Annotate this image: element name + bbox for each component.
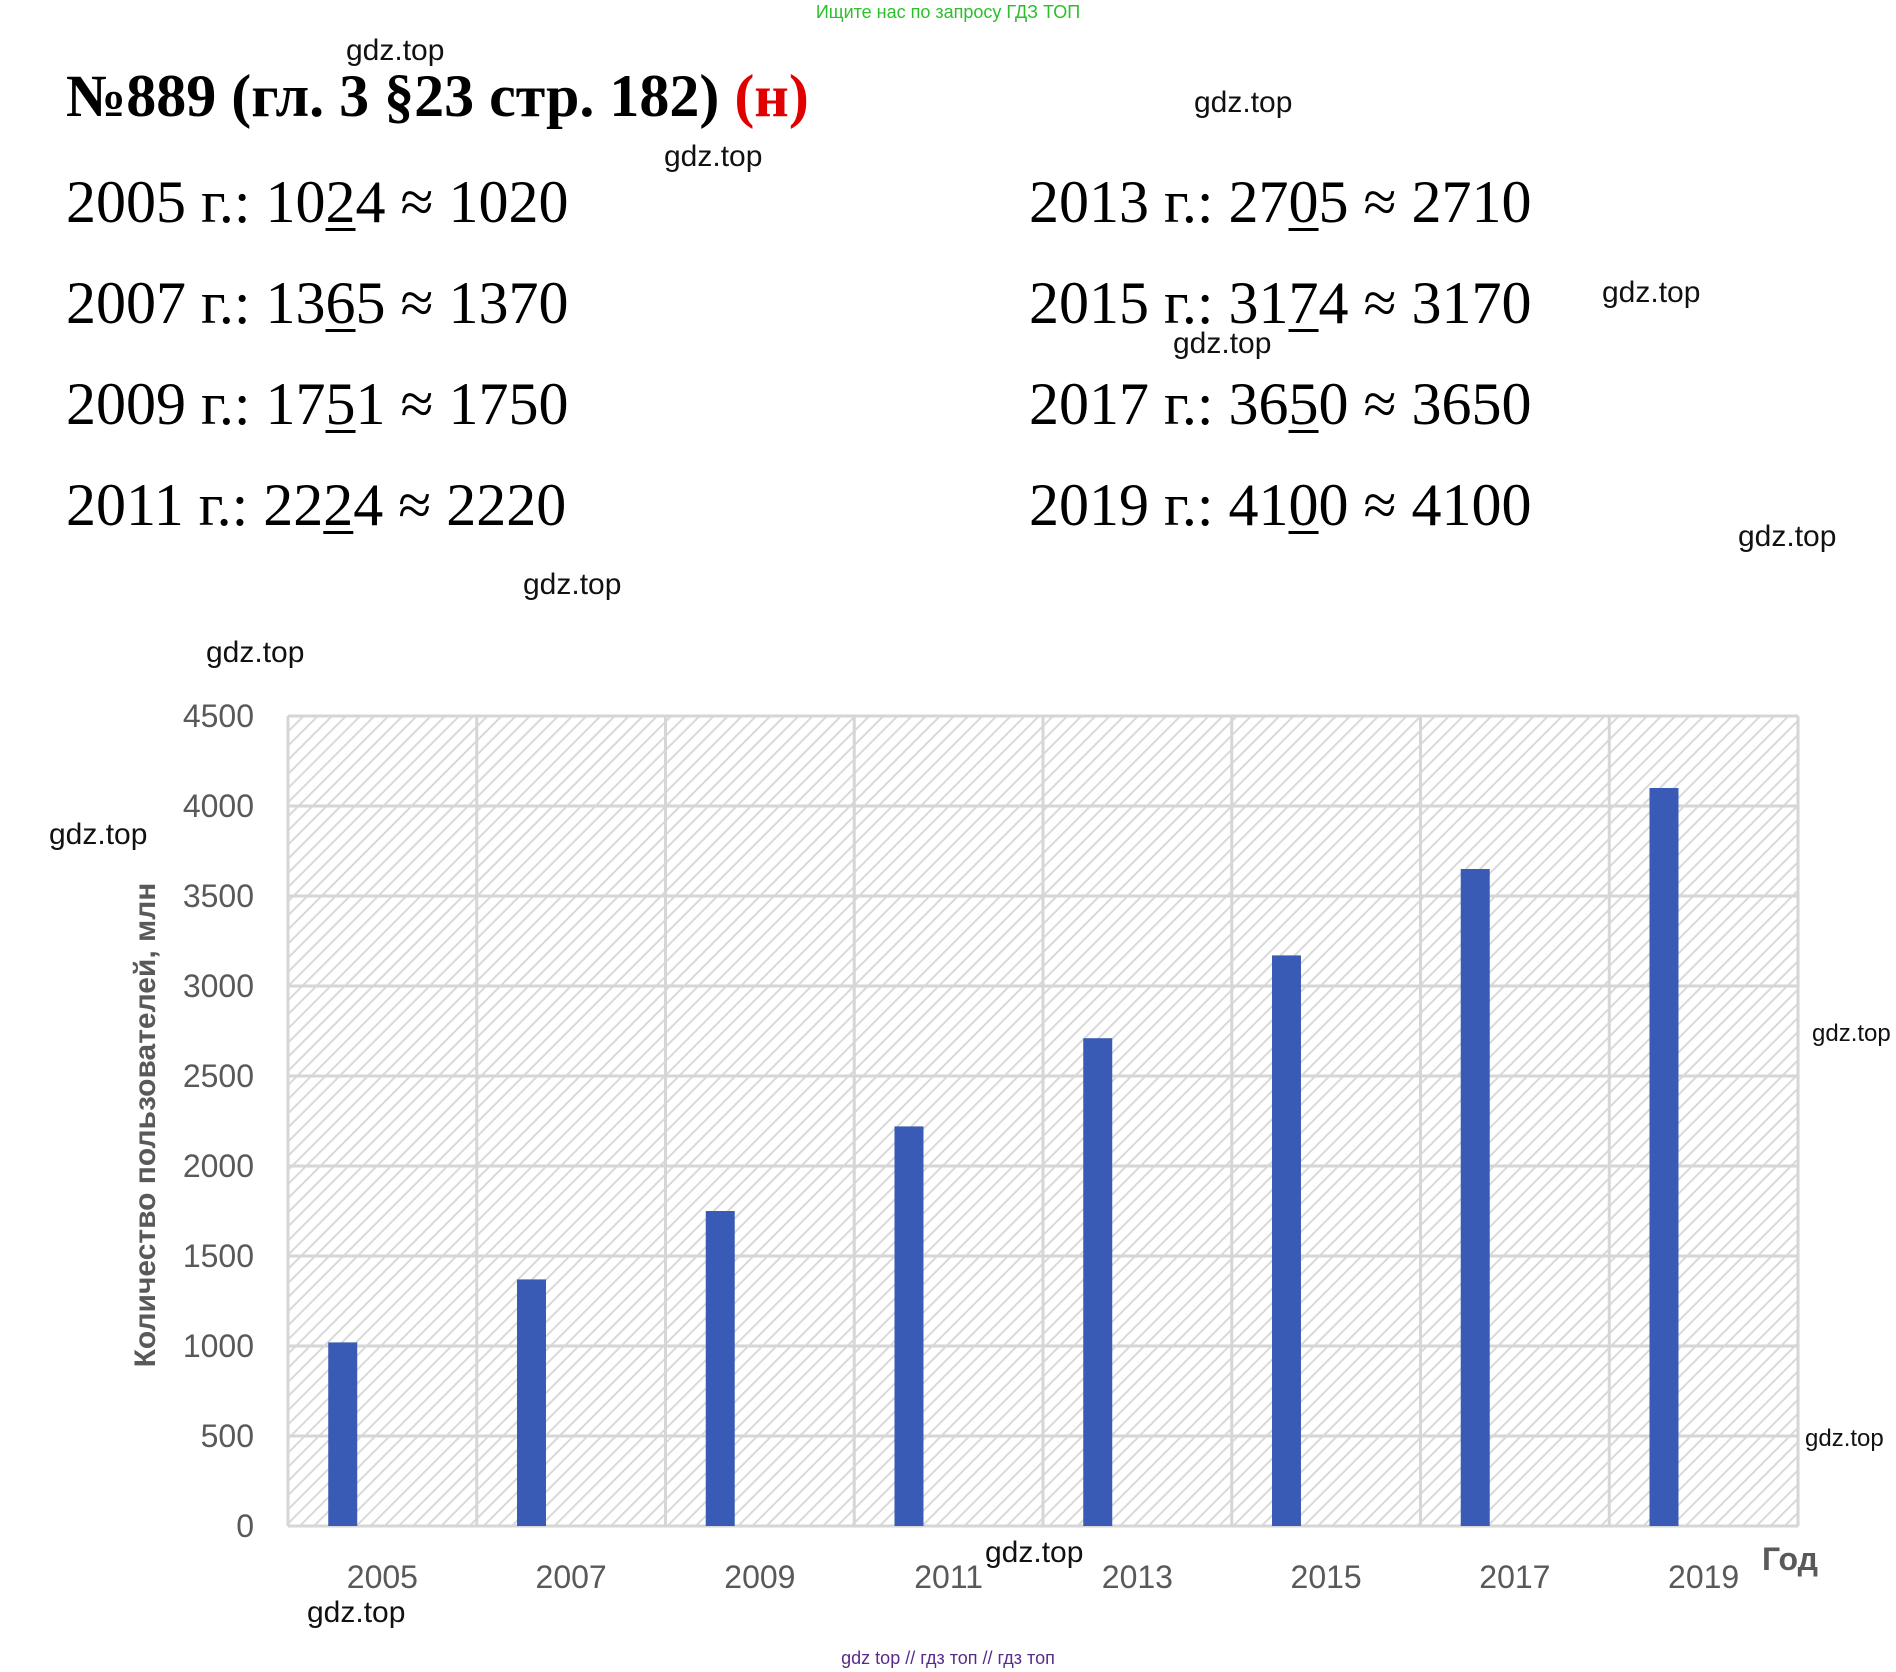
answer-post: 0 <box>1318 472 1349 538</box>
bottom-banner: gdz top // гдз топ // гдз топ <box>841 1648 1055 1668</box>
watermark: gdz.top <box>1805 1425 1884 1452</box>
y-tick-label: 500 <box>201 1418 254 1454</box>
watermark: gdz.top <box>1812 1020 1891 1047</box>
answer-year: 2017 г.: <box>1029 371 1229 437</box>
answer-approx: ≈ 1750 <box>385 371 569 437</box>
answer-row: 2013 г.: 2705 ≈ 2710 <box>1029 168 1531 237</box>
answer-row: 2009 г.: 1751 ≈ 1750 <box>66 370 568 439</box>
answer-digit: 0 <box>1288 169 1319 235</box>
watermark: gdz.top <box>307 1596 406 1629</box>
answer-post: 4 <box>353 472 384 538</box>
title-main: №889 (гл. 3 §23 стр. 182) <box>66 63 720 129</box>
y-tick-label: 0 <box>236 1508 254 1544</box>
answer-post: 4 <box>355 169 386 235</box>
answer-row: 2015 г.: 3174 ≈ 3170 <box>1029 269 1531 338</box>
bar-2009 <box>705 1211 735 1526</box>
answer-approx: ≈ 3650 <box>1348 371 1532 437</box>
page-title: №889 (гл. 3 §23 стр. 182) (н) <box>66 62 809 131</box>
answer-pre: 10 <box>265 169 326 235</box>
answer-approx: ≈ 4100 <box>1348 472 1532 538</box>
answer-pre: 31 <box>1228 270 1289 336</box>
answer-digit: 0 <box>1288 472 1319 538</box>
top-banner: Ищите нас по запросу ГДЗ ТОП <box>815 2 1081 22</box>
bar-2017 <box>1460 869 1490 1526</box>
answer-approx: ≈ 1020 <box>385 169 569 235</box>
y-tick-label: 3000 <box>183 968 254 1004</box>
answer-digit: 2 <box>325 169 356 235</box>
y-tick-label: 3500 <box>183 878 254 914</box>
answer-post: 5 <box>355 270 386 336</box>
watermark: gdz.top <box>985 1536 1084 1569</box>
answer-year: 2007 г.: <box>66 270 266 336</box>
bar-2005 <box>328 1342 358 1526</box>
watermark: gdz.top <box>1602 276 1701 309</box>
title-mark: (н) <box>734 63 809 129</box>
x-axis-label: Год <box>1762 1541 1818 1577</box>
bar-2013 <box>1083 1038 1113 1526</box>
answer-year: 2011 г.: <box>66 472 264 538</box>
answer-pre: 41 <box>1228 472 1289 538</box>
y-tick-label: 1500 <box>183 1238 254 1274</box>
answer-pre: 13 <box>265 270 326 336</box>
watermark: gdz.top <box>1173 327 1272 360</box>
answer-approx: ≈ 1370 <box>385 270 569 336</box>
answer-approx: ≈ 2220 <box>383 472 567 538</box>
watermark: gdz.top <box>206 636 305 669</box>
answer-pre: 27 <box>1228 169 1289 235</box>
y-tick-label: 2000 <box>183 1148 254 1184</box>
answer-digit: 5 <box>325 371 356 437</box>
y-axis-label: Количество пользователей, млн <box>129 883 162 1368</box>
answer-post: 4 <box>1318 270 1349 336</box>
answer-row: 2005 г.: 1024 ≈ 1020 <box>66 168 568 237</box>
answer-year: 2009 г.: <box>66 371 266 437</box>
x-tick-label: 2009 <box>724 1559 795 1595</box>
answer-post: 5 <box>1318 169 1349 235</box>
x-tick-label: 2011 <box>914 1559 983 1595</box>
bar-2015 <box>1271 955 1301 1526</box>
bar-2019 <box>1649 788 1679 1526</box>
answer-pre: 22 <box>263 472 324 538</box>
answer-digit: 2 <box>323 472 354 538</box>
y-tick-label: 2500 <box>183 1058 254 1094</box>
x-tick-label: 2017 <box>1479 1559 1550 1595</box>
bar-2007 <box>516 1279 546 1526</box>
answer-approx: ≈ 3170 <box>1348 270 1532 336</box>
answer-year: 2019 г.: <box>1029 472 1229 538</box>
watermark: gdz.top <box>1194 86 1293 119</box>
x-tick-label: 2015 <box>1291 1559 1362 1595</box>
x-tick-label: 2005 <box>347 1559 418 1595</box>
answer-pre: 17 <box>265 371 326 437</box>
answer-year: 2005 г.: <box>66 169 266 235</box>
watermark: gdz.top <box>346 34 445 67</box>
answer-post: 0 <box>1318 371 1349 437</box>
y-tick-label: 4500 <box>183 698 254 734</box>
answer-row: 2017 г.: 3650 ≈ 3650 <box>1029 370 1531 439</box>
x-tick-label: 2019 <box>1668 1559 1739 1595</box>
y-tick-label: 1000 <box>183 1328 254 1364</box>
watermark: gdz.top <box>1738 520 1837 553</box>
watermark: gdz.top <box>49 818 148 851</box>
answer-digit: 5 <box>1288 371 1319 437</box>
answer-year: 2015 г.: <box>1029 270 1229 336</box>
answer-year: 2013 г.: <box>1029 169 1229 235</box>
answer-row: 2011 г.: 2224 ≈ 2220 <box>66 471 566 540</box>
x-tick-label: 2013 <box>1102 1559 1173 1595</box>
watermark: gdz.top <box>523 568 622 601</box>
answer-digit: 7 <box>1288 270 1319 336</box>
y-tick-label: 4000 <box>183 788 254 824</box>
answer-post: 1 <box>355 371 386 437</box>
watermark: gdz.top <box>664 140 763 173</box>
answer-row: 2019 г.: 4100 ≈ 4100 <box>1029 471 1531 540</box>
answer-row: 2007 г.: 1365 ≈ 1370 <box>66 269 568 338</box>
bar-2011 <box>894 1126 924 1526</box>
x-tick-label: 2007 <box>536 1559 607 1595</box>
answer-digit: 6 <box>325 270 356 336</box>
answer-approx: ≈ 2710 <box>1348 169 1532 235</box>
answer-pre: 36 <box>1228 371 1289 437</box>
